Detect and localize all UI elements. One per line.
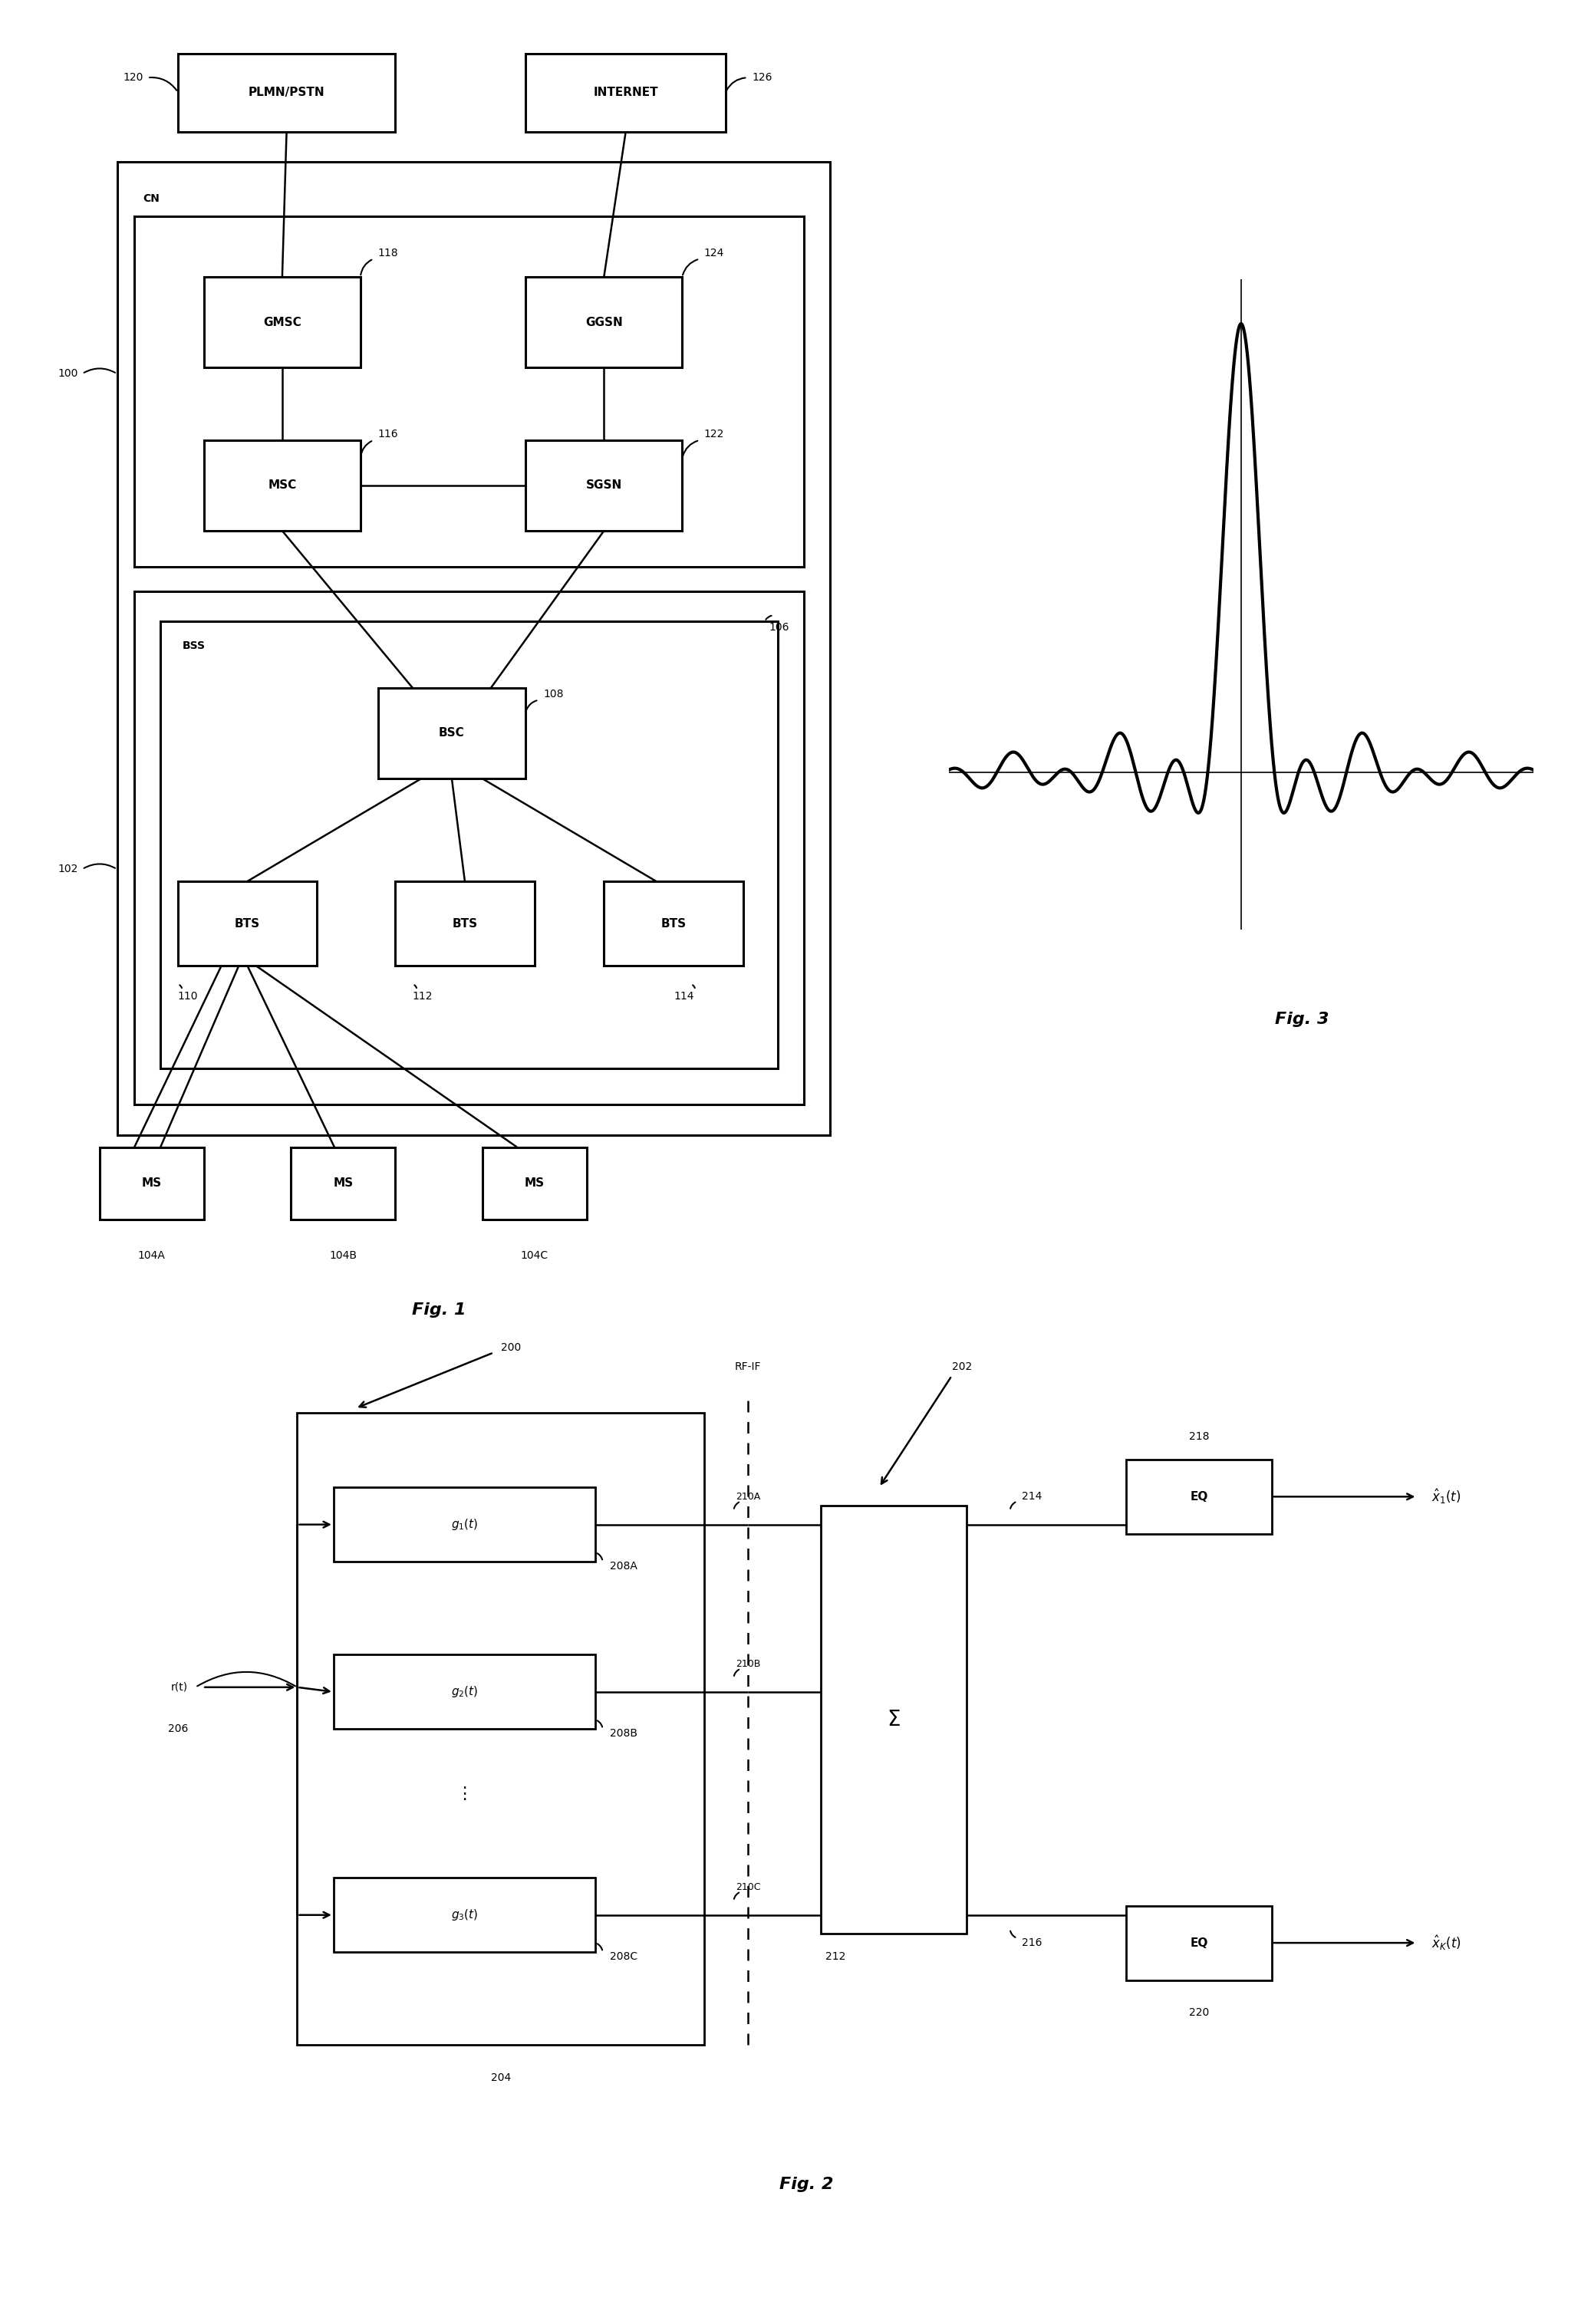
Text: 124: 124	[704, 246, 724, 258]
Text: MS: MS	[334, 1178, 353, 1190]
Text: ⋮: ⋮	[455, 1787, 473, 1801]
Text: SGSN: SGSN	[587, 479, 621, 490]
Text: BTS: BTS	[234, 918, 261, 930]
Text: 218: 218	[1189, 1432, 1209, 1441]
FancyBboxPatch shape	[604, 881, 743, 967]
FancyBboxPatch shape	[204, 439, 360, 530]
Text: 104B: 104B	[329, 1250, 357, 1262]
Text: CN: CN	[144, 193, 160, 205]
FancyBboxPatch shape	[100, 1148, 204, 1220]
Text: 210B: 210B	[735, 1659, 760, 1669]
Text: 204: 204	[490, 2073, 511, 2082]
Text: 126: 126	[753, 72, 772, 84]
Text: 100: 100	[57, 367, 77, 379]
Text: 214: 214	[1021, 1492, 1042, 1501]
FancyBboxPatch shape	[526, 439, 683, 530]
Text: $g_1(t)$: $g_1(t)$	[451, 1518, 477, 1532]
FancyBboxPatch shape	[334, 1878, 596, 1952]
Text: 108: 108	[544, 688, 563, 700]
Text: 118: 118	[378, 246, 398, 258]
Text: MS: MS	[142, 1178, 161, 1190]
Text: EQ: EQ	[1190, 1492, 1208, 1501]
FancyBboxPatch shape	[482, 1148, 587, 1220]
FancyBboxPatch shape	[378, 688, 526, 779]
FancyBboxPatch shape	[177, 53, 395, 132]
Text: 104A: 104A	[138, 1250, 166, 1262]
Text: MSC: MSC	[267, 479, 297, 490]
Text: PLMN/PSTN: PLMN/PSTN	[248, 86, 324, 98]
Text: 120: 120	[123, 72, 144, 84]
Text: $g_3(t)$: $g_3(t)$	[451, 1908, 477, 1922]
Text: $\Sigma$: $\Sigma$	[887, 1708, 901, 1731]
Text: 106: 106	[770, 623, 789, 632]
FancyBboxPatch shape	[526, 53, 726, 132]
Text: 116: 116	[378, 428, 398, 439]
Text: 122: 122	[704, 428, 724, 439]
Text: $g_2(t)$: $g_2(t)$	[451, 1685, 477, 1699]
Text: 206: 206	[168, 1724, 188, 1734]
FancyBboxPatch shape	[1126, 1906, 1271, 1980]
Text: 212: 212	[825, 1952, 846, 1961]
FancyBboxPatch shape	[297, 1413, 705, 2045]
Text: 220: 220	[1189, 2008, 1209, 2017]
FancyBboxPatch shape	[334, 1487, 596, 1562]
Text: 208A: 208A	[610, 1562, 637, 1571]
FancyBboxPatch shape	[291, 1148, 395, 1220]
Text: r(t): r(t)	[171, 1683, 188, 1692]
Text: 110: 110	[177, 990, 198, 1002]
Text: 210A: 210A	[735, 1492, 760, 1501]
Text: $\hat{x}_K(t)$: $\hat{x}_K(t)$	[1432, 1934, 1461, 1952]
Text: Fig. 3: Fig. 3	[1274, 1011, 1330, 1027]
FancyBboxPatch shape	[134, 590, 805, 1104]
FancyBboxPatch shape	[526, 277, 683, 367]
Text: INTERNET: INTERNET	[593, 86, 658, 98]
Text: BSC: BSC	[440, 727, 465, 739]
FancyBboxPatch shape	[1126, 1459, 1271, 1534]
FancyBboxPatch shape	[395, 881, 534, 967]
Text: 208C: 208C	[610, 1952, 637, 1961]
Text: GGSN: GGSN	[585, 316, 623, 328]
Text: 102: 102	[57, 865, 77, 874]
Text: Fig. 1: Fig. 1	[411, 1301, 466, 1318]
Text: BTS: BTS	[661, 918, 686, 930]
Text: $\hat{x}_1(t)$: $\hat{x}_1(t)$	[1432, 1487, 1461, 1506]
Text: BSS: BSS	[182, 639, 206, 651]
FancyBboxPatch shape	[117, 163, 830, 1134]
Text: 210C: 210C	[735, 1882, 760, 1892]
FancyBboxPatch shape	[821, 1506, 966, 1934]
Text: 114: 114	[674, 990, 694, 1002]
Text: 112: 112	[413, 990, 433, 1002]
FancyBboxPatch shape	[161, 621, 778, 1069]
Text: 202: 202	[952, 1362, 972, 1371]
FancyBboxPatch shape	[204, 277, 360, 367]
Text: 216: 216	[1021, 1938, 1042, 1948]
Text: 200: 200	[501, 1343, 522, 1353]
Text: MS: MS	[525, 1178, 544, 1190]
FancyBboxPatch shape	[334, 1655, 596, 1729]
FancyBboxPatch shape	[134, 216, 805, 567]
Text: EQ: EQ	[1190, 1938, 1208, 1948]
Text: RF-IF: RF-IF	[735, 1362, 762, 1371]
Text: 208B: 208B	[610, 1729, 637, 1738]
Text: BTS: BTS	[452, 918, 477, 930]
Text: GMSC: GMSC	[262, 316, 302, 328]
Text: Fig. 2: Fig. 2	[779, 2178, 833, 2192]
Text: 104C: 104C	[520, 1250, 549, 1262]
FancyBboxPatch shape	[177, 881, 316, 967]
